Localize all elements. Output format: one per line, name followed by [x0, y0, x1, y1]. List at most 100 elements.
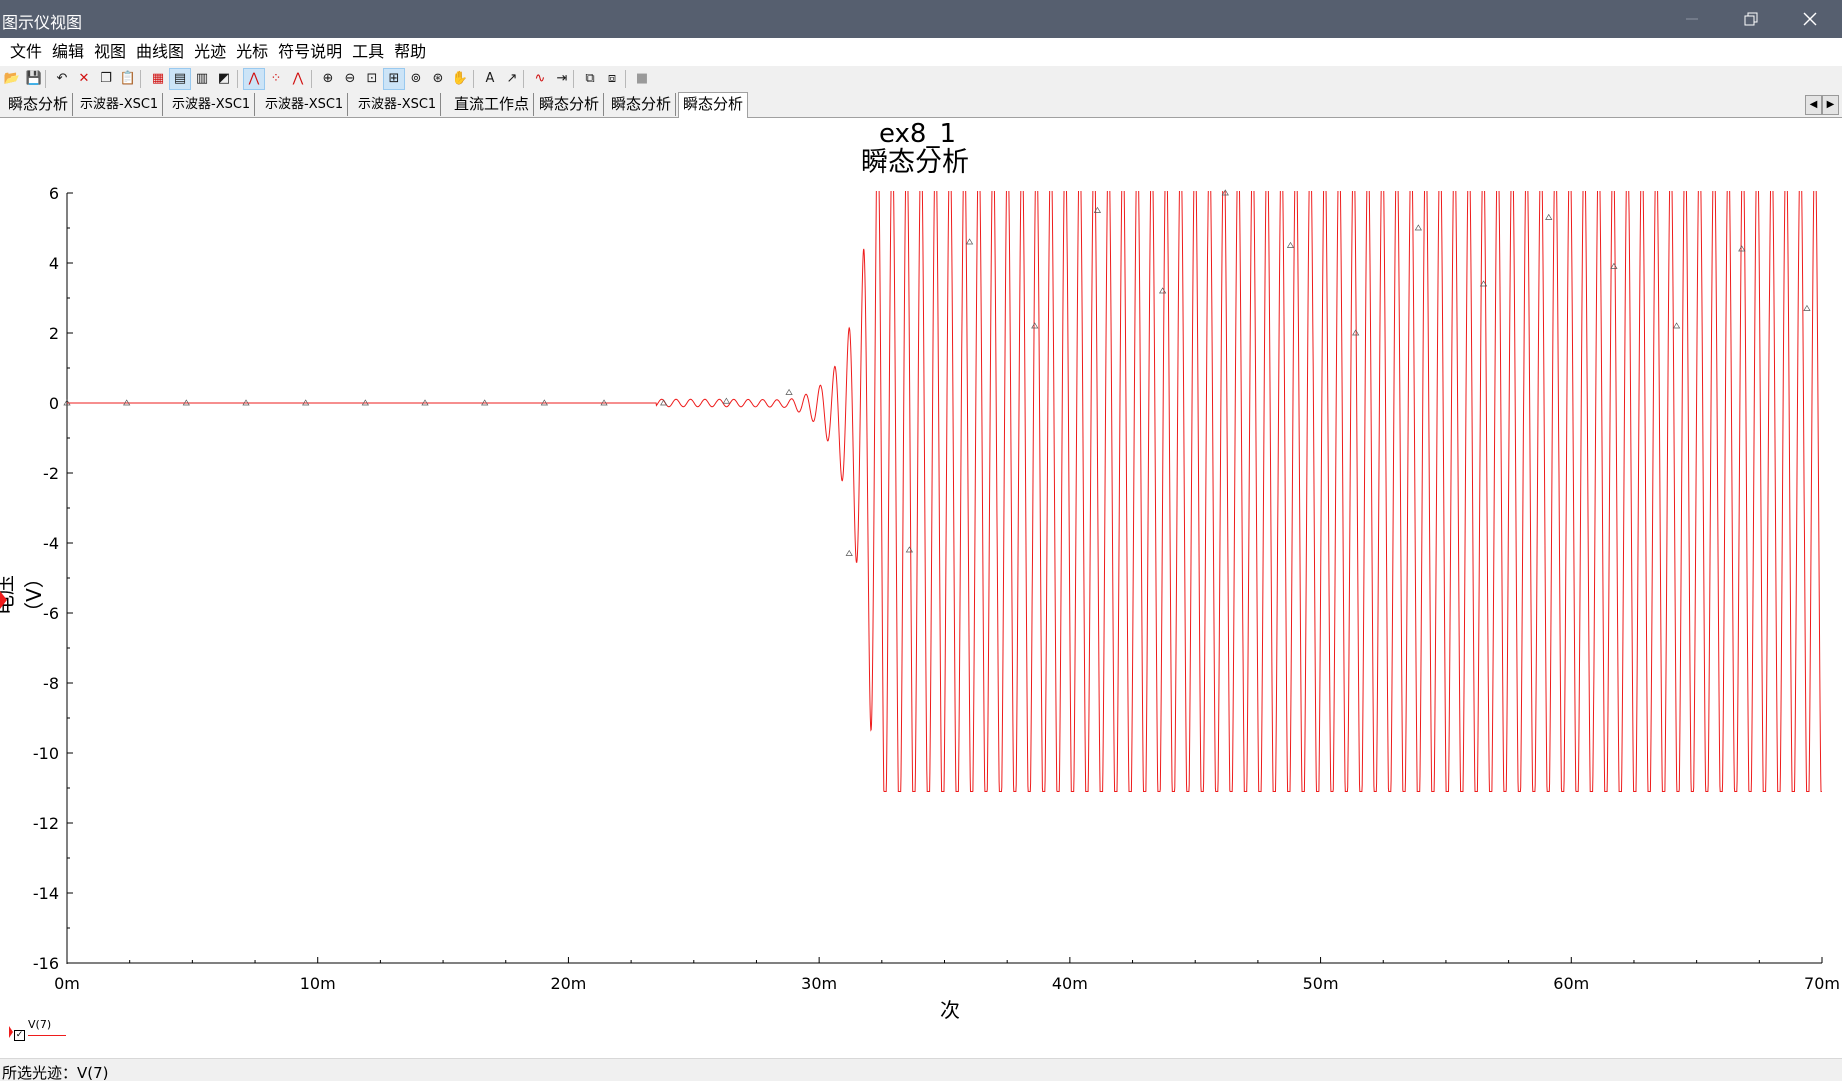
toolbar-separator	[523, 70, 524, 88]
paste-button[interactable]: 📋	[118, 69, 138, 89]
stop-icon: ■	[635, 71, 649, 86]
close-button[interactable]	[1781, 0, 1839, 38]
trace-marker	[785, 388, 793, 395]
close-icon	[1803, 12, 1817, 26]
menu-edit[interactable]: 编辑	[52, 42, 85, 61]
cursor-marker-icon[interactable]	[0, 591, 7, 609]
overlay-traces-button[interactable]: ◩	[214, 69, 234, 89]
paste-graph-button[interactable]: ⧈	[602, 69, 622, 89]
trace-marker	[1803, 304, 1811, 311]
graph-area[interactable]: ex8_1 瞬态分析 6 4 2 0 -2 -4 -6 -8 -10 -12 -14 -16 0m 10m…	[0, 118, 1842, 1058]
stop-button[interactable]: ■	[632, 69, 652, 89]
tab-scroll-right-button[interactable]: ▶	[1822, 95, 1839, 115]
zoom-x-icon: ⊚	[410, 71, 422, 86]
show-points-button[interactable]: ⁘	[266, 69, 286, 89]
trace-marker	[182, 399, 190, 406]
trace-marker	[905, 546, 914, 553]
legend-button[interactable]: ▤	[169, 68, 191, 90]
show-lines-icon: ⋀	[248, 71, 260, 86]
graph-subtitle: 瞬态分析	[861, 147, 969, 178]
select-marks-icon: ▥	[195, 71, 209, 86]
legend-swatch	[28, 1035, 66, 1036]
trace-marker	[1286, 241, 1295, 248]
copy-icon: ❐	[100, 71, 112, 86]
label-button[interactable]: ↗	[502, 69, 522, 89]
zoom-in-button[interactable]: ⊕	[318, 69, 338, 89]
show-lines-points-icon: ⋀	[292, 71, 304, 86]
zoom-full-button[interactable]: ⊞	[383, 68, 405, 90]
select-marks-button[interactable]: ▥	[192, 69, 212, 89]
menu-trace[interactable]: 光迹	[194, 42, 227, 61]
menu-legend[interactable]: 符号说明	[278, 42, 343, 61]
trace-marker	[123, 399, 131, 406]
minimize-button[interactable]	[1663, 0, 1721, 38]
show-lines-points-button[interactable]: ⋀	[288, 69, 308, 89]
trace-marker	[965, 238, 974, 245]
tab-6[interactable]: 直流工作点	[450, 93, 535, 116]
trace-marker	[361, 399, 369, 406]
toolbar: 📂 💾 ↶ ✕ ❐ 📋 ▦ ▤ ▥ ◩ ⋀ ⁘ ⋀ ⊕ ⊖ ⊡ ⊞ ⊚ ⊛ ✋ A ↗ ∿ ⇥ ⧉ ⧈ ■	[0, 66, 1842, 93]
menu-bar: 文件 编辑 视图 曲线图 光迹 光标 符号说明 工具 帮助	[0, 38, 1842, 66]
menu-cursor[interactable]: 光标	[236, 42, 269, 61]
pan-button[interactable]: ✋	[450, 69, 470, 89]
tab-1[interactable]: 瞬态分析	[4, 93, 74, 116]
export-button[interactable]: ⇥	[552, 69, 572, 89]
zoom-out-button[interactable]: ⊖	[340, 69, 360, 89]
show-points-icon: ⁘	[270, 71, 282, 86]
minimize-icon	[1686, 18, 1698, 20]
tab-8[interactable]: 瞬态分析	[607, 93, 677, 116]
restore-button[interactable]	[1722, 0, 1780, 38]
trace-marker	[845, 549, 853, 556]
zoom-y-button[interactable]: ⊛	[428, 69, 448, 89]
y-axis-label: 电压（V）	[0, 568, 46, 622]
trace-marker	[63, 399, 71, 406]
legend-icon: ▤	[173, 71, 187, 86]
undo-button[interactable]: ↶	[52, 69, 72, 89]
add-trace-button[interactable]: ∿	[530, 69, 550, 89]
tab-2[interactable]: 示波器-XSC1	[76, 93, 164, 116]
tab-9[interactable]: 瞬态分析	[678, 92, 749, 119]
toolbar-separator	[625, 70, 626, 88]
toolbar-separator	[45, 70, 46, 88]
legend-checkbox[interactable]: ✓	[14, 1030, 25, 1041]
trace-marker	[600, 399, 608, 406]
grid-button[interactable]: ▦	[148, 69, 168, 89]
toolbar-separator	[140, 70, 141, 88]
save-button[interactable]: 💾	[24, 69, 44, 89]
tab-scroll-left-button[interactable]: ◀	[1805, 95, 1822, 115]
tab-3[interactable]: 示波器-XSC1	[168, 93, 256, 116]
menu-graph[interactable]: 曲线图	[136, 42, 185, 61]
menu-view[interactable]: 视图	[94, 42, 127, 61]
tab-4[interactable]: 示波器-XSC1	[261, 93, 349, 116]
tab-5[interactable]: 示波器-XSC1	[354, 93, 442, 116]
trace-v7	[67, 191, 1822, 792]
trace-marker	[1352, 329, 1360, 336]
graph-title: ex8_1	[879, 119, 957, 149]
menu-help[interactable]: 帮助	[394, 42, 427, 61]
y-tick-label: 6	[49, 184, 59, 203]
copy-graph-button[interactable]: ⧉	[580, 69, 600, 89]
restore-icon	[1744, 12, 1758, 26]
status-bar: 所选光迹：V(7)	[0, 1058, 1842, 1082]
toolbar-separator	[473, 70, 474, 88]
copy-button[interactable]: ❐	[96, 69, 116, 89]
text-button[interactable]: A	[480, 69, 500, 89]
tab-7[interactable]: 瞬态分析	[535, 93, 605, 116]
x-tick-label: 40m	[1052, 974, 1088, 993]
x-tick-label: 10m	[300, 974, 336, 993]
menu-file[interactable]: 文件	[10, 42, 43, 61]
status-text: 所选光迹：V(7)	[2, 1064, 109, 1082]
zoom-area-button[interactable]: ⊡	[362, 69, 382, 89]
y-tick-label: -4	[43, 534, 59, 553]
y-tick-label: -16	[33, 954, 59, 973]
trace-marker	[540, 399, 548, 406]
toolbar-separator	[237, 70, 238, 88]
menu-tools[interactable]: 工具	[352, 42, 385, 61]
cut-button[interactable]: ✕	[74, 69, 94, 89]
open-button[interactable]: 📂	[2, 69, 22, 89]
trace-marker	[1221, 189, 1229, 196]
zoom-x-button[interactable]: ⊚	[406, 69, 426, 89]
show-lines-button[interactable]: ⋀	[243, 68, 265, 90]
paste-icon: 📋	[119, 71, 137, 86]
